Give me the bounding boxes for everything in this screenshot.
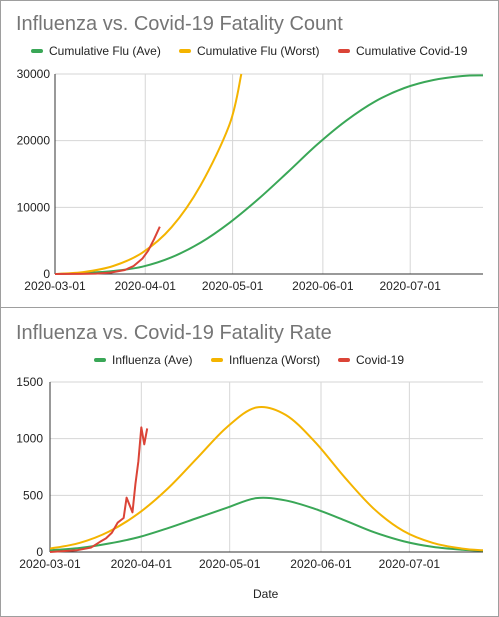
legend-item-flu-ave: Cumulative Flu (Ave) (31, 44, 161, 58)
plot-area: 0 500 1000 1500 2020-03-01 2020-04-01 2020-05-… (16, 375, 483, 571)
chart-title: Influenza vs. Covid-19 Fatality Count (16, 13, 343, 35)
x-tick-label: 2020-06-01 (292, 279, 354, 293)
series-line-flu-ave (50, 496, 483, 552)
y-tick-label: 0 (43, 267, 50, 281)
legend-swatch (211, 357, 223, 362)
x-tick-label: 2020-04-01 (115, 279, 177, 293)
x-tick-label: 2020-07-01 (380, 279, 442, 293)
legend-swatch (338, 357, 350, 362)
x-tick-label: 2020-03-01 (24, 279, 86, 293)
legend-item-covid: Cumulative Covid-19 (338, 44, 467, 58)
fatality-rate-chart: Influenza vs. Covid-19 Fatality Rate Inf… (0, 308, 499, 616)
series-line-covid (50, 426, 149, 553)
legend-swatch (179, 48, 191, 53)
x-tick-label: 2020-04-01 (111, 557, 173, 571)
series-line-flu-worst (55, 73, 243, 275)
legend-label: Covid-19 (356, 353, 405, 367)
legend-label: Influenza (Worst) (229, 353, 321, 367)
legend-swatch (338, 48, 350, 53)
legend-swatch (31, 48, 43, 53)
series-line-covid (55, 226, 161, 275)
y-tick-label: 10000 (17, 200, 51, 214)
y-tick-label: 500 (23, 488, 43, 502)
legend-item-covid: Covid-19 (338, 353, 404, 367)
y-tick-label: 30000 (17, 67, 51, 81)
x-tick-label: 2020-05-01 (202, 279, 264, 293)
legend-label: Influenza (Ave) (112, 353, 193, 367)
series-line-flu-worst (50, 405, 483, 552)
series-line-flu-ave (55, 74, 483, 275)
chart-legend: Influenza (Ave) Influenza (Worst) Covid-… (0, 353, 499, 371)
x-tick-label: 2020-03-01 (19, 557, 81, 571)
y-tick-label: 1000 (16, 432, 43, 446)
chart-divider (0, 307, 499, 308)
legend-label: Cumulative Flu (Worst) (197, 44, 320, 58)
chart-legend: Cumulative Flu (Ave) Cumulative Flu (Wor… (0, 44, 499, 62)
legend-item-flu-worst: Influenza (Worst) (211, 353, 320, 367)
chart-title: Influenza vs. Covid-19 Fatality Rate (16, 322, 332, 344)
legend-item-flu-ave: Influenza (Ave) (94, 353, 193, 367)
x-tick-label: 2020-07-01 (379, 557, 441, 571)
fatality-count-chart: Influenza vs. Covid-19 Fatality Count Cu… (0, 0, 499, 308)
x-axis-title: Date (253, 587, 279, 601)
x-tick-label: 2020-05-01 (199, 557, 261, 571)
x-tick-label: 2020-06-01 (290, 557, 352, 571)
y-tick-label: 0 (36, 545, 43, 559)
legend-item-flu-worst: Cumulative Flu (Worst) (179, 44, 319, 58)
plot-area: 0 10000 20000 30000 2020-03-01 2020-04-01 2020… (17, 67, 483, 293)
y-tick-label: 20000 (17, 134, 51, 148)
legend-label: Cumulative Flu (Ave) (49, 44, 161, 58)
y-tick-label: 1500 (16, 375, 43, 389)
legend-label: Cumulative Covid-19 (356, 44, 468, 58)
legend-swatch (94, 357, 106, 362)
